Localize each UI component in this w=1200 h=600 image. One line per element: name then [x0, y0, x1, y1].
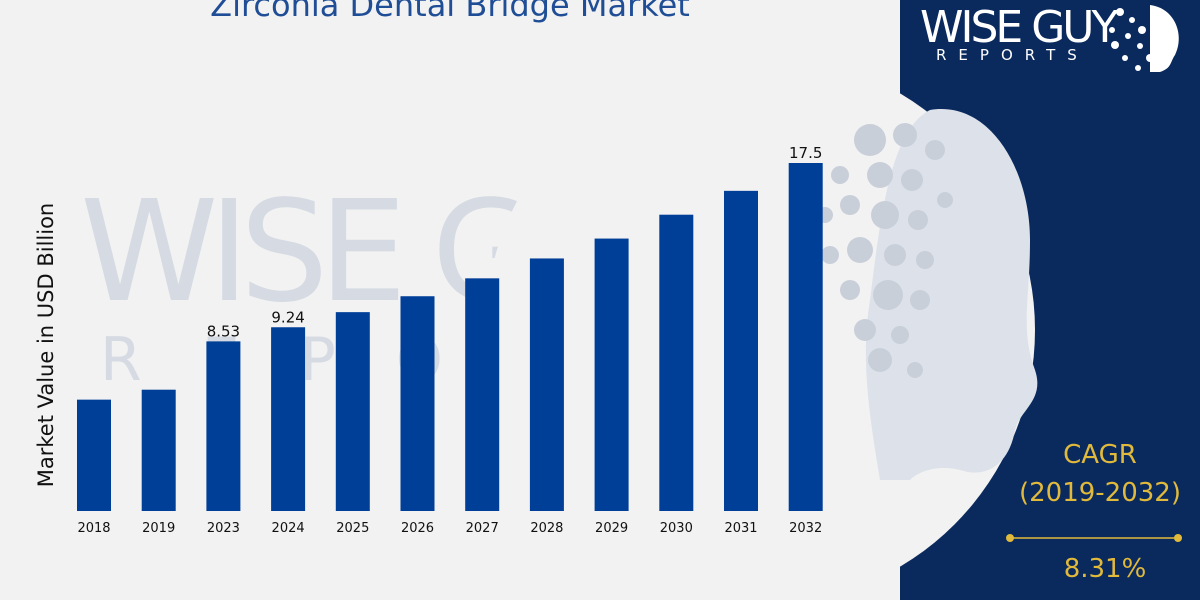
x-tick-label-2023: 2023: [207, 521, 240, 536]
x-tick-label-2026: 2026: [401, 521, 434, 536]
cagr-divider-dot-left: [1006, 534, 1014, 542]
bar-2029: [594, 238, 629, 511]
bar-2024: [271, 327, 306, 511]
data-label-2032: 17.5: [789, 144, 822, 162]
bar-2028: [529, 258, 564, 511]
head-silhouette-icon: [865, 109, 1038, 480]
x-tick-label-2027: 2027: [466, 521, 499, 536]
x-tick-label-2028: 2028: [530, 521, 563, 536]
x-tick-label-2031: 2031: [724, 521, 757, 536]
x-tick-label-2018: 2018: [77, 521, 110, 536]
bar-chart: 2018 2019 2023 8.53 2024 9.24 2025 2026 2027 2028…: [77, 144, 823, 536]
bar-2019: [141, 389, 176, 511]
dotted-head-pattern-icon: [817, 123, 953, 378]
bar-2032: [788, 163, 823, 511]
x-tick-label-2024: 2024: [272, 521, 305, 536]
logo-head-icon: [1109, 5, 1179, 72]
x-tick-label-2025: 2025: [336, 521, 369, 536]
brand-logo-subtext: REPORTS: [936, 46, 1089, 64]
data-label-2023: 8.53: [207, 322, 240, 340]
x-tick-label-2032: 2032: [789, 521, 822, 536]
x-tick-label-2019: 2019: [142, 521, 175, 536]
bar-2030: [659, 214, 694, 511]
cagr-period: (2019-2032): [1018, 478, 1181, 508]
bar-2025: [335, 312, 370, 511]
bar-2027: [465, 278, 500, 511]
brand-logo-text: WISE GUY: [920, 2, 1118, 53]
bar-2026: [400, 296, 435, 511]
chart-title: Zirconia Dental Bridge Market: [210, 0, 690, 24]
cagr-divider-dot-right: [1174, 534, 1182, 542]
bar-2018: [77, 399, 111, 511]
bar-2031: [724, 190, 758, 511]
x-tick-label-2029: 2029: [595, 521, 628, 536]
cagr-label: CAGR: [1063, 440, 1137, 470]
bar-2023: [206, 341, 241, 511]
cagr-value: 8.31%: [1063, 554, 1147, 584]
x-tick-label-2030: 2030: [660, 521, 693, 536]
data-label-2024: 9.24: [271, 308, 304, 326]
